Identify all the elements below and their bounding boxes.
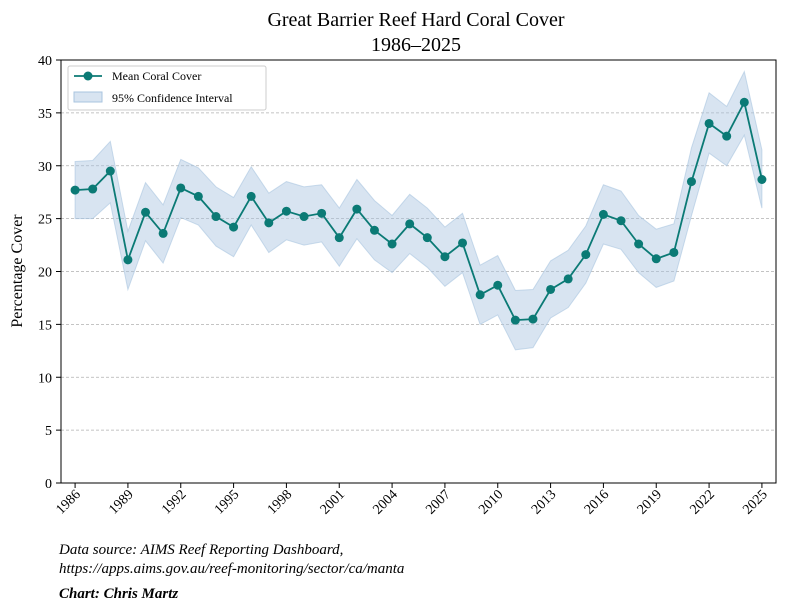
data-point-2009 <box>475 290 485 300</box>
data-point-1993 <box>193 191 203 201</box>
gridlines <box>61 112 776 431</box>
data-point-1987 <box>88 184 98 194</box>
x-tick-label-1986: 1986 <box>54 487 84 517</box>
data-point-2018 <box>634 239 644 249</box>
legend-label-ci: 95% Confidence Interval <box>112 91 233 105</box>
x-tick-label-2013: 2013 <box>529 487 559 517</box>
legend-marker-swatch <box>83 71 93 81</box>
data-point-2011 <box>510 315 520 325</box>
x-tick-label-2025: 2025 <box>740 487 770 517</box>
data-point-2019 <box>651 254 661 264</box>
data-point-2020 <box>669 247 679 257</box>
data-point-1991 <box>158 228 168 238</box>
x-tick-label-2022: 2022 <box>688 487 718 517</box>
data-point-2017 <box>616 216 626 226</box>
data-point-1994 <box>211 212 221 222</box>
data-point-2022 <box>704 118 714 128</box>
data-point-2021 <box>686 177 696 187</box>
legend-band-swatch <box>73 91 103 103</box>
data-point-2005 <box>405 219 415 229</box>
data-point-1998 <box>281 206 291 216</box>
x-tick-label-1998: 1998 <box>265 487 295 517</box>
chart-title: Great Barrier Reef Hard Coral Cover <box>267 9 564 31</box>
data-point-1996 <box>246 191 256 201</box>
data-point-2008 <box>458 238 468 248</box>
data-point-1988 <box>105 166 115 176</box>
confidence-band-layer <box>74 70 763 351</box>
source-note-line1: Data source: AIMS Reef Reporting Dashboa… <box>59 542 344 558</box>
data-point-2003 <box>369 225 379 235</box>
x-tick-label-1989: 1989 <box>106 487 136 517</box>
y-tick-label-30: 30 <box>38 160 52 175</box>
data-point-2023 <box>722 131 732 141</box>
chart-subtitle: 1986–2025 <box>371 34 461 56</box>
y-tick-label-15: 15 <box>38 318 52 333</box>
data-point-2015 <box>581 250 591 260</box>
x-tick-label-2001: 2001 <box>318 487 348 517</box>
y-axis-label: Percentage Cover <box>9 214 26 328</box>
x-tick-label-2010: 2010 <box>476 487 506 517</box>
legend: Mean Coral Cover 95% Confidence Interval <box>67 65 267 111</box>
x-tick-label-2007: 2007 <box>423 487 453 517</box>
data-point-2012 <box>528 314 538 324</box>
mean-line-layer <box>70 97 767 325</box>
x-tick-label-1995: 1995 <box>212 487 242 517</box>
source-note-line2: https://apps.aims.gov.au/reef-monitoring… <box>59 561 405 577</box>
confidence-band <box>74 70 763 351</box>
data-point-2014 <box>563 274 573 284</box>
legend-frame <box>67 65 267 111</box>
legend-label-mean: Mean Coral Cover <box>112 69 201 83</box>
data-point-2007 <box>440 252 450 262</box>
data-point-1995 <box>229 222 239 232</box>
data-point-2013 <box>546 284 556 294</box>
chart-credit: Chart: Chris Martz <box>59 586 179 602</box>
x-tick-label-1992: 1992 <box>159 487 189 517</box>
data-point-2025 <box>757 174 767 184</box>
mean-coral-cover-line <box>75 99 763 322</box>
data-point-1986 <box>70 185 80 195</box>
data-point-1989 <box>123 255 133 265</box>
data-point-1990 <box>141 207 151 217</box>
data-point-1992 <box>176 183 186 193</box>
x-tick-label-2016: 2016 <box>582 487 612 517</box>
y-tick-label-25: 25 <box>38 213 52 228</box>
y-tick-label-40: 40 <box>38 54 52 69</box>
y-tick-label-10: 10 <box>38 371 52 386</box>
y-tick-label-20: 20 <box>38 266 52 281</box>
data-point-2010 <box>493 280 503 290</box>
y-tick-label-0: 0 <box>45 477 52 492</box>
data-point-2016 <box>598 209 608 219</box>
data-point-2024 <box>739 97 749 107</box>
data-point-2000 <box>317 208 327 218</box>
y-tick-label-5: 5 <box>45 424 52 439</box>
data-point-2001 <box>334 233 344 243</box>
data-point-1999 <box>299 212 309 222</box>
y-tick-label-35: 35 <box>38 107 52 122</box>
x-tick-label-2019: 2019 <box>635 487 665 517</box>
x-tick-label-2004: 2004 <box>371 487 401 517</box>
data-point-2002 <box>352 204 362 214</box>
data-point-2006 <box>422 233 432 243</box>
data-point-1997 <box>264 218 274 228</box>
data-point-2004 <box>387 239 397 249</box>
